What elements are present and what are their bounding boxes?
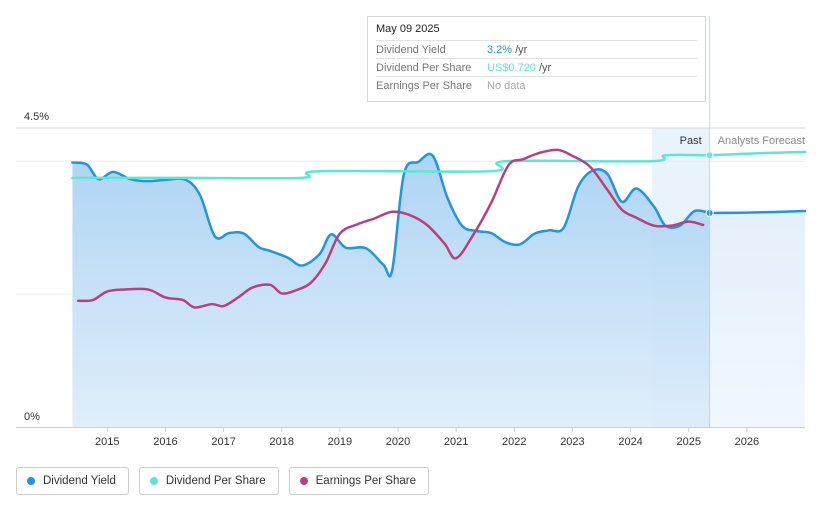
tooltip-unit: /yr [515, 43, 528, 56]
chart-legend: Dividend Yield Dividend Per Share Earnin… [16, 467, 429, 495]
hover-tooltip: May 09 2025 Dividend Yield 3.2% /yr Divi… [367, 16, 706, 102]
x-tick-label: 2015 [95, 436, 119, 448]
x-tick-label: 2019 [328, 436, 352, 448]
tooltip-row-dividend-per-share: Dividend Per Share US$0.720 /yr [376, 58, 697, 76]
legend-dividend-yield[interactable]: Dividend Yield [16, 467, 129, 495]
x-tick-label: 2023 [560, 436, 584, 448]
dividend-per-share-forecast-line [708, 150, 807, 157]
tooltip-date: May 09 2025 [376, 23, 440, 35]
dividend-per-share-line [71, 153, 711, 180]
legend-earnings-per-share[interactable]: Earnings Per Share [288, 467, 429, 495]
legend-label: Earnings Per Share [315, 475, 416, 487]
tooltip-label: Earnings Per Share [376, 79, 472, 92]
tooltip-row-dividend-yield: Dividend Yield 3.2% /yr [376, 40, 697, 58]
x-tick-label: 2017 [211, 436, 235, 448]
dividend-yield-forecast-line [708, 209, 807, 215]
tooltip-label: Dividend Per Share [376, 61, 472, 74]
y-tick-max: 4.5% [24, 111, 49, 123]
legend-dot-icon [27, 477, 35, 485]
x-tick-label: 2026 [735, 436, 759, 448]
y-tick-zero: 0% [24, 411, 40, 423]
earnings-per-share-line [76, 148, 705, 309]
x-tick-label: 2025 [676, 436, 700, 448]
x-tick-label: 2016 [153, 436, 177, 448]
tooltip-value: US$0.720 [487, 61, 536, 74]
dividend-yield-area [72, 153, 710, 427]
tooltip-value: No data [487, 79, 526, 92]
legend-dot-icon [149, 477, 158, 485]
legend-dot-icon [299, 477, 308, 485]
tooltip-value: 3.2% [487, 43, 513, 56]
dividend-yield-line [71, 152, 711, 278]
forecast-label: Analysts Forecast [718, 135, 805, 147]
tooltip-row-earnings-per-share: Earnings Per Share No data [376, 76, 697, 94]
legend-label: Dividend Per Share [165, 475, 266, 487]
dividend-yield-forecast-area [709, 211, 805, 427]
past-label: Past [680, 135, 702, 147]
legend-dividend-per-share[interactable]: Dividend Per Share [138, 467, 279, 495]
x-tick-label: 2022 [502, 436, 526, 448]
tooltip-label: Dividend Yield [376, 43, 446, 56]
plot-layer [71, 148, 807, 427]
tooltip-unit: /yr [538, 61, 552, 74]
x-tick-label: 2021 [444, 436, 468, 448]
legend-label: Dividend Yield [43, 475, 116, 487]
x-axis-ticks: 2015 2016 2017 2018 2019 2020 2021 2022 2023 2024… [95, 427, 759, 448]
x-tick-label: 2020 [386, 436, 410, 448]
x-tick-label: 2018 [269, 436, 293, 448]
x-tick-label: 2024 [618, 436, 642, 448]
